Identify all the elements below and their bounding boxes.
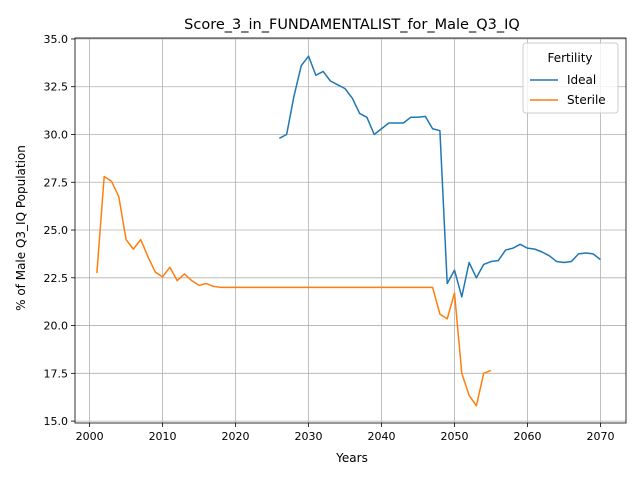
series-lines [96,55,601,407]
x-tick-label: 2030 [295,430,323,443]
y-tick-label: 20.0 [44,320,69,333]
chart-title: Score_3_in_FUNDAMENTALIST_for_Male_Q3_IQ [184,17,520,33]
y-tick-label: 32.5 [44,81,69,94]
y-axis-ticks: 15.0 17.5 20.0 22.5 25.0 27.5 30.0 32.5 35.0 [44,33,75,428]
x-tick-label: 2000 [76,430,104,443]
y-tick-label: 15.0 [44,415,69,428]
x-axis-ticks: 2000 2010 2020 2030 2040 2050 2060 2070 [76,423,614,443]
x-tick-label: 2040 [368,430,396,443]
legend-box [522,42,619,114]
y-tick-label: 35.0 [44,33,69,46]
y-tick-label: 17.5 [44,367,69,380]
x-tick-label: 2010 [149,430,177,443]
plot-area-frame [74,37,627,424]
legend: Fertility Ideal Sterile [522,42,619,114]
x-tick-label: 2050 [440,430,468,443]
y-axis-label: % of Male Q3_IQ Population [14,145,28,311]
y-tick-label: 27.5 [44,176,69,189]
legend-label-sterile: Sterile [567,93,606,107]
series-line-ideal [278,55,601,298]
series-line-sterile [96,175,492,407]
x-axis-label: Years [335,451,368,465]
x-tick-label: 2060 [513,430,541,443]
y-tick-label: 25.0 [44,224,69,237]
y-tick-label: 22.5 [44,272,69,285]
x-tick-label: 2070 [586,430,614,443]
legend-title: Fertility [547,51,592,65]
legend-label-ideal: Ideal [567,73,596,87]
x-tick-label: 2020 [222,430,250,443]
y-tick-label: 30.0 [44,128,69,141]
